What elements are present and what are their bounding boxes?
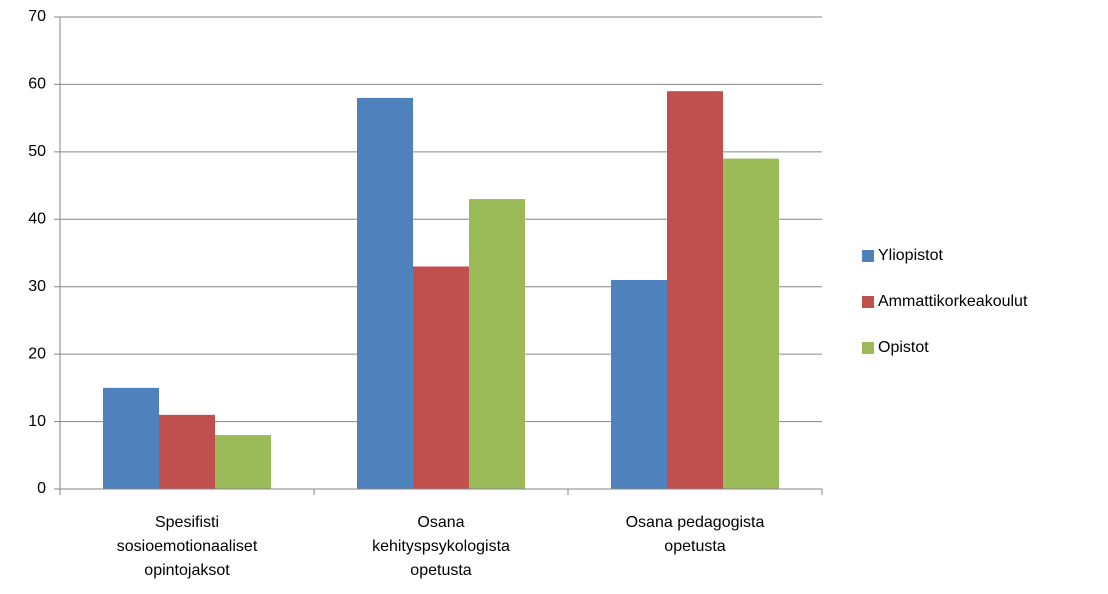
bar — [667, 91, 723, 490]
y-tick-label: 10 — [28, 413, 46, 430]
bar — [413, 266, 469, 489]
x-tick-label: Osana kehityspsykologista opetusta — [372, 514, 510, 579]
y-tick-label: 70 — [28, 8, 46, 25]
legend-label: Ammattikorkeakoulut — [878, 293, 1028, 310]
y-tick-label: 50 — [28, 143, 46, 160]
bar — [611, 279, 667, 489]
bar — [159, 414, 215, 489]
bar — [469, 199, 525, 490]
y-tick-label: 40 — [28, 211, 46, 228]
legend-label: Yliopistot — [878, 247, 943, 264]
y-tick-label: 20 — [28, 345, 46, 362]
legend-swatch — [862, 342, 874, 354]
x-tick-label: Osana pedagogista opetusta — [626, 514, 765, 555]
y-tick-label: 30 — [28, 278, 46, 295]
bar — [357, 97, 413, 490]
legend-label: Opistot — [878, 339, 929, 356]
legend-swatch — [862, 296, 874, 308]
bar — [103, 387, 159, 489]
bar — [215, 435, 271, 489]
x-tick-label: Spesifisti sosioemotionaaliset opintojakso… — [117, 514, 258, 579]
y-tick-label: 0 — [37, 480, 46, 497]
legend-swatch — [862, 250, 874, 262]
y-tick-label: 60 — [28, 76, 46, 93]
bar — [723, 158, 779, 489]
